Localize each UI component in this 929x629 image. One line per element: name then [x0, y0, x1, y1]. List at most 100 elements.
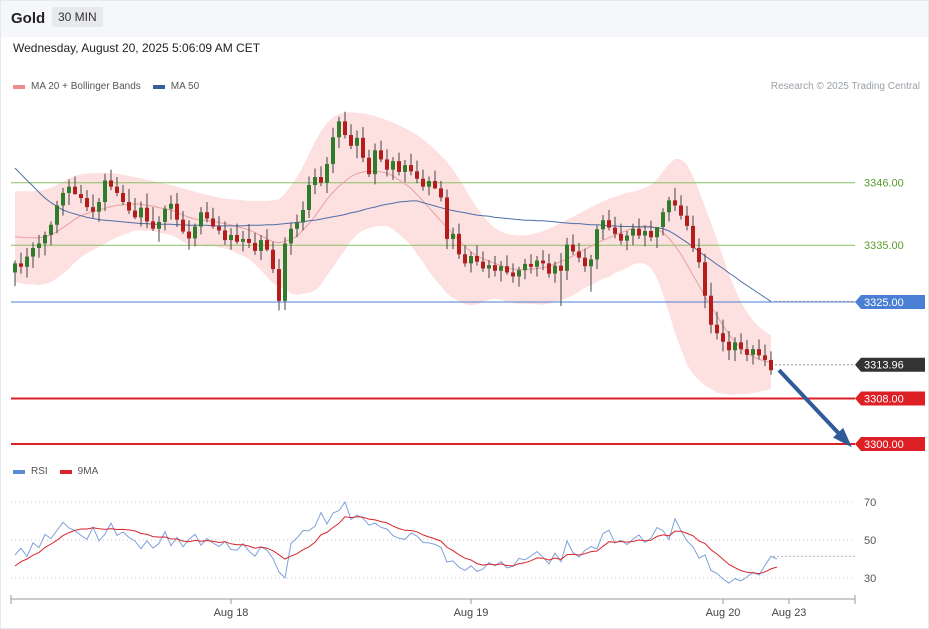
- candle-body: [571, 244, 575, 252]
- header-bar: [1, 1, 928, 37]
- candle-body: [289, 228, 293, 244]
- candle-body: [655, 227, 659, 238]
- candle-body: [637, 228, 641, 236]
- candle-body: [457, 233, 461, 255]
- candle-body: [409, 165, 413, 172]
- level-label: 3313.96: [864, 360, 904, 372]
- candle-body: [367, 157, 371, 175]
- candle-body: [157, 221, 161, 229]
- candle-body: [127, 202, 131, 211]
- level-label: 3335.00: [864, 240, 904, 252]
- candle-body: [91, 207, 95, 212]
- candle-body: [265, 240, 269, 250]
- timeframe-badge[interactable]: 30 MIN: [52, 7, 103, 27]
- candle-body: [115, 186, 119, 193]
- candle-body: [175, 203, 179, 220]
- candle-body: [439, 188, 443, 198]
- rsi-line: [14, 500, 778, 584]
- candle-body: [247, 238, 251, 243]
- instrument-title: Gold: [11, 10, 46, 27]
- candle-body: [385, 159, 389, 170]
- rsi-ma-line: [14, 516, 778, 575]
- candle-body: [163, 208, 167, 222]
- forecast-arrowhead: [833, 427, 852, 448]
- candle-body: [79, 194, 83, 199]
- candle-body: [313, 177, 317, 185]
- candle-body: [679, 205, 683, 216]
- candle-body: [541, 260, 545, 264]
- candle-body: [481, 261, 485, 269]
- candle-body: [433, 181, 437, 189]
- candle-body: [61, 192, 65, 206]
- candle-body: [325, 163, 329, 183]
- candle-body: [415, 171, 419, 179]
- candle-body: [145, 207, 149, 222]
- candle-body: [547, 263, 551, 274]
- candle-body: [739, 342, 743, 350]
- candle-body: [235, 234, 239, 242]
- candle-body: [73, 186, 77, 195]
- candle-body: [553, 265, 557, 274]
- candle-body: [493, 265, 497, 271]
- candle-body: [109, 180, 113, 187]
- candle-body: [283, 243, 287, 301]
- candle-body: [709, 295, 713, 325]
- candle-body: [673, 200, 677, 206]
- ma20-swatch: [13, 84, 25, 89]
- candle-body: [259, 240, 263, 251]
- rsi-legend: RSI 9MA: [13, 466, 98, 477]
- candle-body: [193, 226, 197, 239]
- candle-body: [349, 135, 353, 146]
- candle-body: [529, 263, 533, 267]
- candle-body: [31, 248, 35, 257]
- candle-body: [277, 269, 281, 301]
- level-tag: [855, 391, 925, 406]
- candle-body: [643, 231, 647, 236]
- candle-body: [685, 215, 689, 226]
- candle-body: [469, 255, 473, 264]
- candle-body: [523, 263, 527, 271]
- candle-body: [451, 233, 455, 239]
- candle-body: [631, 228, 635, 236]
- candle-body: [697, 248, 701, 263]
- candle-body: [19, 263, 23, 267]
- x-axis-label: Aug 19: [454, 607, 489, 619]
- candle-body: [607, 220, 611, 228]
- candle-body: [403, 165, 407, 172]
- candle-body: [379, 150, 383, 160]
- candle-body: [181, 219, 185, 232]
- candle-body: [691, 225, 695, 249]
- rsi-legend-label: RSI: [31, 466, 48, 477]
- candle-body: [583, 257, 587, 267]
- candle-body: [667, 200, 671, 213]
- candle-body: [187, 231, 191, 239]
- candle-body: [253, 242, 257, 251]
- candle-body: [757, 349, 761, 356]
- candle-body: [25, 256, 29, 267]
- candle-body: [427, 181, 431, 187]
- candle-body: [85, 198, 89, 208]
- candle-body: [205, 212, 209, 219]
- datetime-label: Wednesday, August 20, 2025 5:06:09 AM CE…: [13, 41, 261, 55]
- credit-text: Research © 2025 Trading Central: [770, 81, 920, 92]
- candle-body: [661, 212, 665, 228]
- candle-body: [505, 266, 509, 273]
- candle-body: [463, 254, 467, 264]
- candle-body: [733, 342, 737, 351]
- candle-body: [595, 229, 599, 260]
- candle-body: [769, 359, 773, 371]
- candle-body: [211, 218, 215, 227]
- candle-body: [475, 255, 479, 262]
- level-label: 3346.00: [864, 178, 904, 190]
- candle-body: [649, 231, 653, 238]
- candle-body: [559, 265, 563, 271]
- candle-body: [43, 234, 47, 244]
- candle-body: [613, 227, 617, 234]
- candle-body: [619, 233, 623, 241]
- candle-body: [67, 186, 71, 193]
- candle-body: [121, 192, 125, 203]
- ma20-legend-label: MA 20 + Bollinger Bands: [31, 81, 141, 92]
- candle-body: [535, 260, 539, 267]
- rsi-tick-label: 70: [864, 497, 876, 509]
- candle-body: [517, 270, 521, 277]
